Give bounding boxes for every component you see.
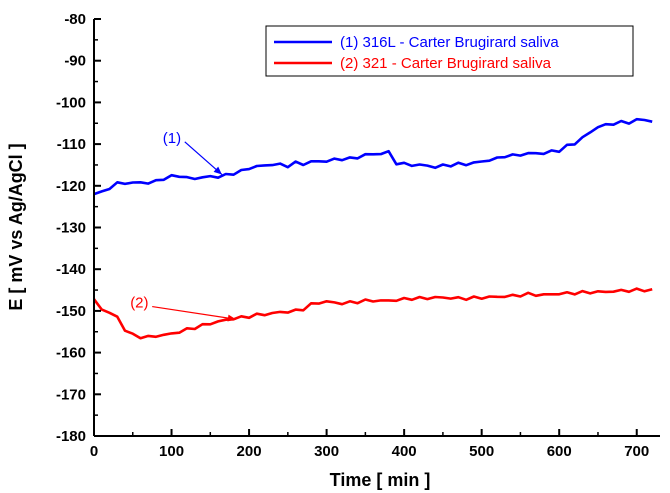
- y-tick-label: -150: [56, 303, 86, 320]
- annotation-arrow-1: [184, 141, 223, 175]
- x-tick-label: 500: [469, 443, 494, 460]
- y-tick-label: -110: [57, 136, 86, 153]
- annotation-arrowhead-2: [227, 314, 236, 322]
- y-tick-label: -100: [56, 94, 86, 111]
- annotation-label-2: (2): [130, 295, 148, 312]
- x-tick-label: 300: [314, 443, 339, 460]
- x-axis-title: Time [ min ]: [330, 470, 431, 490]
- x-tick-label: 600: [547, 443, 572, 460]
- x-tick-label: 400: [392, 443, 417, 460]
- series-layer: [92, 117, 653, 340]
- y-tick-label: -180: [56, 428, 86, 445]
- x-tick-label: 0: [90, 443, 98, 460]
- annotation-arrow-2: [152, 305, 236, 320]
- x-tick-label: 700: [624, 443, 649, 460]
- legend: (1) 316L - Carter Brugirard saliva (2) 3…: [265, 25, 634, 77]
- y-tick-label: -160: [56, 345, 86, 362]
- x-ticks: 0 100 200 300 400 500 600 700: [90, 429, 649, 460]
- y-tick-label: -80: [64, 11, 86, 28]
- legend-label-2: (2) 321 - Carter Brugirard saliva: [340, 55, 552, 72]
- x-tick-label: 100: [159, 443, 184, 460]
- series-line-2: [92, 287, 653, 340]
- y-tick-label: -170: [56, 386, 86, 403]
- annotation-arrowhead-1: [213, 166, 222, 175]
- y-tick-label: -90: [64, 53, 86, 70]
- x-tick-label: 200: [237, 443, 262, 460]
- y-tick-label: -120: [56, 178, 86, 195]
- annotation-layer: (1) (2): [130, 130, 236, 322]
- annotation-label-1: (1): [163, 130, 181, 147]
- y-tick-label: -140: [56, 261, 86, 278]
- y-ticks: -80 -90 -100 -110 -120 -130 -140 -150 -160 -170 -1…: [56, 11, 101, 445]
- y-axis-title: E [ mV vs Ag/AgCl ]: [6, 143, 26, 310]
- y-tick-label: -130: [56, 220, 86, 237]
- legend-box: [265, 25, 634, 77]
- series-line-1: [93, 117, 653, 196]
- legend-label-1: (1) 316L - Carter Brugirard saliva: [340, 34, 559, 51]
